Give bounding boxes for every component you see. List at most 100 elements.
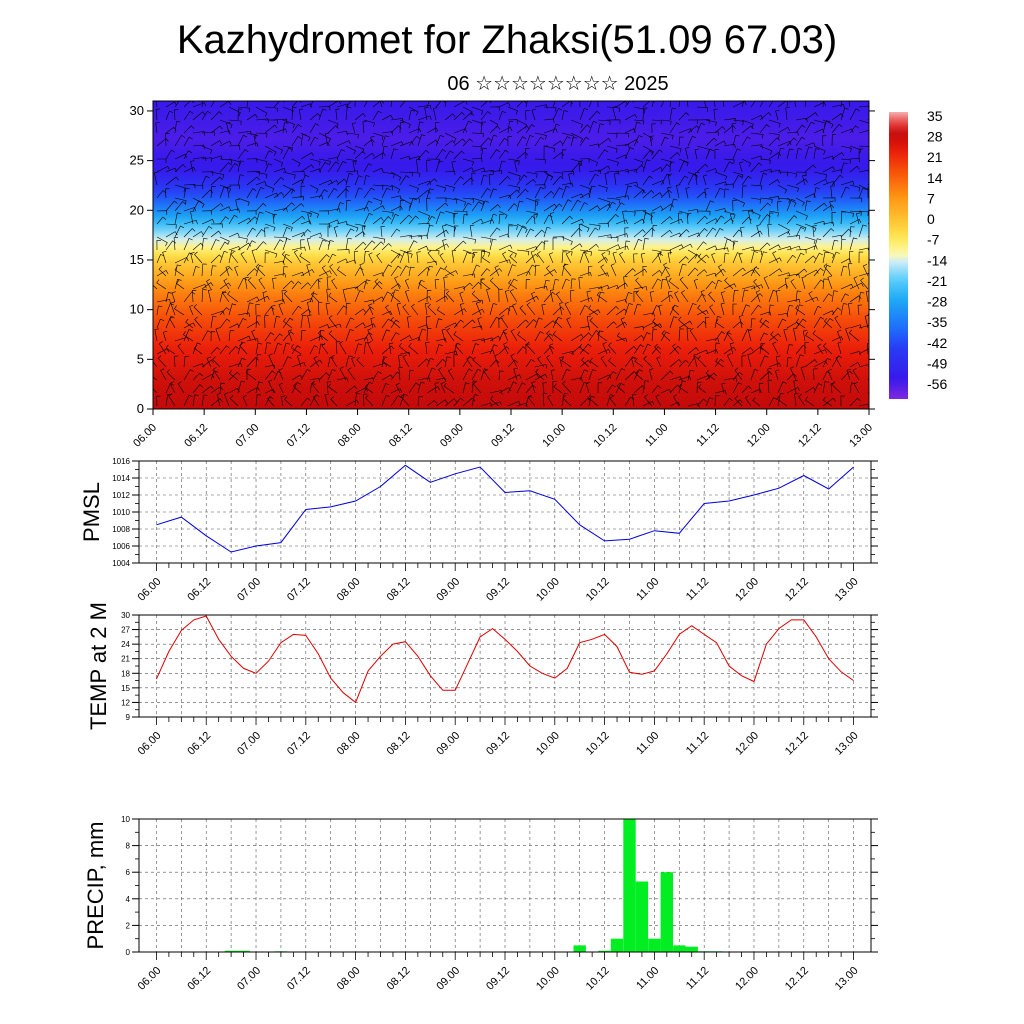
wind-barb [840, 370, 853, 381]
wind-barb [228, 158, 241, 166]
wind-barb [345, 145, 356, 155]
wind-barb [678, 136, 684, 147]
wind-barb [453, 150, 465, 160]
xtick-label: 11.12 [684, 730, 711, 757]
wind-barb [705, 245, 718, 251]
wind-barb [219, 130, 231, 135]
wind-barb [756, 224, 761, 238]
heat-xtick-label: 08.00 [336, 422, 364, 450]
grid [139, 615, 871, 717]
wind-barb [168, 393, 176, 407]
wind-barb [327, 161, 340, 173]
wind-barb [608, 357, 617, 368]
wind-barb [750, 197, 762, 204]
wind-barb [345, 158, 357, 165]
wind-barb [309, 136, 319, 147]
wind-barb [333, 226, 339, 238]
wind-barb [705, 227, 717, 238]
wind-barb [210, 265, 217, 277]
wind-barb [651, 119, 662, 125]
wind-barb [552, 236, 565, 241]
wind-barb [588, 243, 599, 251]
wind-barb [753, 266, 761, 277]
wind-barb [525, 319, 537, 329]
wind-barb [282, 342, 290, 355]
wind-barb [777, 223, 790, 234]
wind-barb [444, 289, 449, 303]
wind-barb [444, 398, 457, 407]
wind-barb [363, 187, 375, 199]
wind-barb [273, 316, 281, 329]
wind-barb [242, 395, 248, 407]
wind-barb [849, 218, 862, 225]
grid [139, 461, 871, 563]
wind-barb [661, 330, 671, 342]
wind-barb [390, 332, 400, 342]
wind-barb [443, 382, 455, 394]
wind-barb [363, 138, 375, 147]
wind-barb [372, 217, 384, 225]
colorbar-label: 28 [927, 129, 943, 145]
wind-barb [157, 355, 167, 368]
heat-xtick-label: 12.00 [745, 422, 773, 450]
wind-barb [165, 292, 173, 303]
wind-barb [642, 332, 651, 342]
wind-barb [291, 135, 302, 147]
wind-barb [763, 276, 770, 290]
wind-barb [489, 344, 498, 355]
wind-barb [615, 202, 625, 212]
wind-barb [381, 114, 393, 121]
wind-barb [291, 101, 302, 108]
wind-barb [822, 204, 835, 212]
wind-barb [775, 290, 781, 303]
wind-barb [388, 342, 394, 355]
wind-barb [758, 382, 764, 394]
wind-barb [307, 212, 312, 225]
wind-barb [417, 381, 425, 394]
wind-barb [848, 302, 853, 316]
wind-barb [318, 239, 327, 251]
wind-barb [804, 193, 816, 199]
wind-barb [649, 291, 655, 303]
wind-barb [408, 343, 419, 355]
wind-barb [622, 210, 627, 225]
wind-barb [169, 381, 176, 394]
wind-barb [759, 343, 766, 355]
wind-barb [365, 394, 374, 407]
wind-barb [753, 278, 761, 290]
ytick-label: 9 [126, 713, 131, 722]
wind-barb [246, 132, 257, 139]
wind-barb [453, 308, 467, 316]
wind-barb [831, 169, 843, 174]
wind-barb [714, 101, 716, 108]
wind-barb [543, 345, 555, 355]
wind-barb [804, 223, 817, 233]
wind-barb [390, 395, 402, 407]
wind-barb [759, 197, 773, 204]
wind-barb [687, 347, 699, 355]
wind-barb [570, 218, 584, 225]
series-line [156, 464, 854, 553]
wind-barb [867, 405, 869, 407]
wind-barb [321, 265, 329, 277]
xtick-label: 12.00 [733, 965, 761, 993]
wind-barb [194, 316, 203, 329]
wind-barb [416, 251, 421, 264]
wind-barb [219, 241, 229, 251]
ytick-label: 15 [121, 684, 130, 693]
wind-barb [273, 333, 283, 342]
wind-barb [671, 304, 680, 316]
wind-barb [291, 281, 302, 290]
wind-barb [354, 223, 366, 230]
wind-barb [462, 382, 470, 394]
wind-barb [822, 228, 835, 238]
wind-barb [210, 171, 225, 179]
wind-barb [805, 331, 815, 342]
wind-barb [353, 250, 359, 264]
wind-barb [651, 149, 663, 160]
wind-barb [624, 345, 637, 355]
wind-barb [516, 125, 530, 134]
wind-barb [189, 304, 194, 316]
wind-barb [240, 251, 248, 264]
wind-barb [525, 264, 536, 277]
